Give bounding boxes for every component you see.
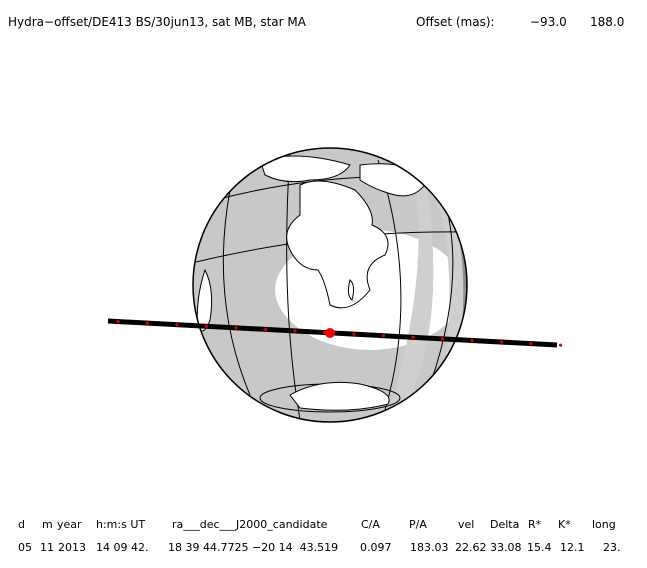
cell: 15.4 [527,541,552,554]
offset-value: 188.0 [590,15,624,29]
cell: 23. [603,541,621,554]
cell: 12.1 [560,541,585,554]
cell: 11 [40,541,54,554]
column-header: Delta [490,518,519,531]
path-dot [529,342,533,346]
cell: 14 09 42. [96,541,148,554]
path-dot [470,338,474,343]
column-header: h:m:s UT [96,518,145,531]
path-dot [440,337,445,341]
column-header: vel [458,518,474,531]
path-dot [263,327,268,332]
center-point [325,328,335,338]
cell: 05 [18,541,32,554]
column-header: R* [528,518,542,531]
column-header: year [57,518,82,531]
path-dot [116,319,120,324]
cell: 33.08 [490,541,522,554]
path-dot [381,334,386,338]
path-dot [352,332,356,336]
column-header: P/A [409,518,427,531]
cell: 0.097 [360,541,392,554]
cell: 183.03 [410,541,449,554]
path-dot [411,335,415,339]
shadow-path [107,318,563,348]
globe [192,147,468,423]
path-dot [145,321,150,325]
path-dot [293,329,297,333]
path-dot [234,326,238,330]
path-dot [175,323,179,327]
cell: 18 39 44.7725 −20 14 43.519 [168,541,338,554]
cell: 22.62 [455,541,487,554]
column-header: C/A [361,518,380,531]
column-header: d [18,518,25,531]
offset-label: Offset (mas): [416,15,495,29]
cell: 2013 [58,541,86,554]
offset-value: −93.0 [530,15,567,29]
column-header: long [592,518,616,531]
title: Hydra−offset/DE413 BS/30jun13, sat MB, s… [8,15,307,29]
column-header: ra___dec___J2000_candidate [172,518,328,531]
column-header: m [42,518,53,531]
path-dot [558,343,563,347]
event-table: d m year h:m:s UT ra___dec___J2000_candidate… [18,518,621,554]
path-dot [204,324,209,328]
column-header: K* [558,518,571,531]
path-dot [499,340,504,344]
